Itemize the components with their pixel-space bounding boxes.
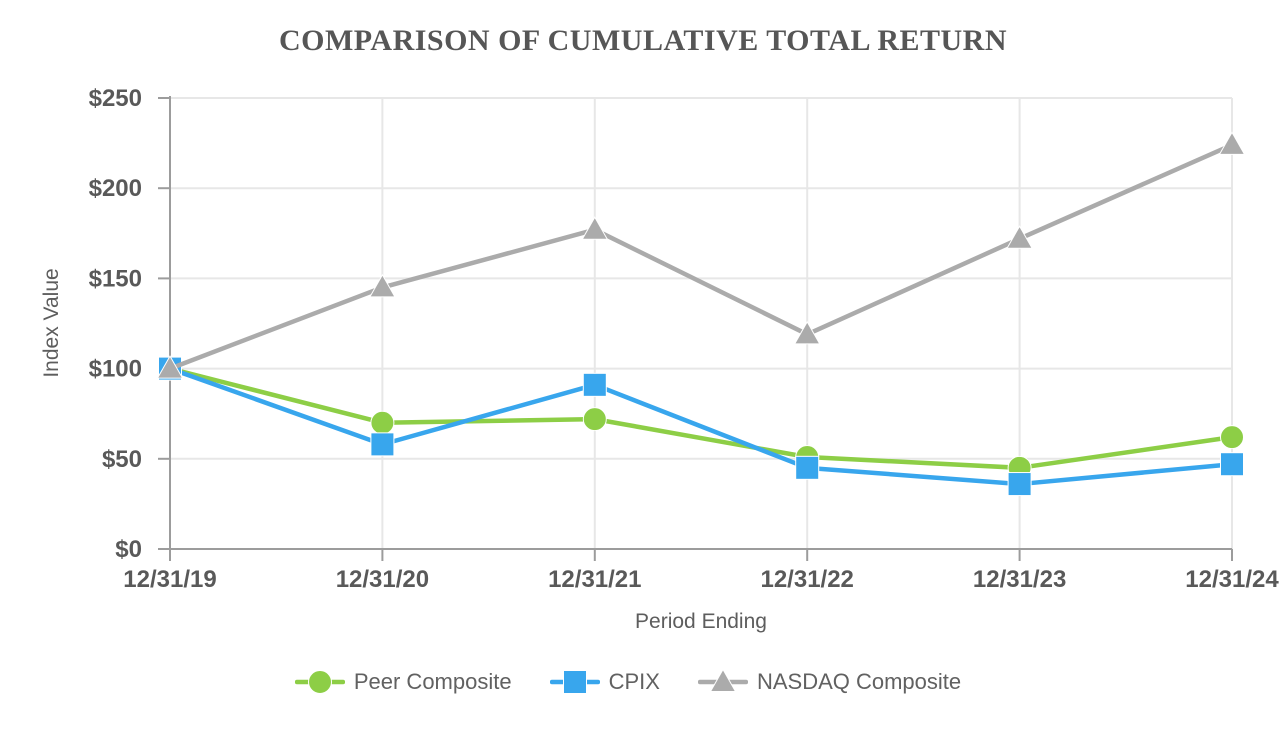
legend-label: CPIX — [608, 669, 660, 694]
x-tick-label: 12/31/19 — [123, 566, 216, 593]
series-line — [167, 142, 1235, 371]
series-cpix — [158, 356, 1244, 497]
chart-title: COMPARISON OF CUMULATIVE TOTAL RETURN — [278, 24, 1007, 57]
series-nasdaq-composite — [156, 131, 1246, 379]
series-line — [167, 366, 1235, 487]
y-axis-title: Index Value — [40, 268, 63, 377]
triangle-marker — [1006, 225, 1033, 249]
triangle-marker — [709, 668, 737, 692]
circle-marker-icon — [294, 670, 345, 694]
circle-marker — [370, 410, 395, 435]
legend-item-nasdaq-composite: NASDAQ Composite — [697, 668, 962, 696]
data-series — [156, 131, 1246, 497]
triangle-marker — [793, 320, 821, 345]
triangle-marker — [369, 273, 396, 298]
x-tick-label: 12/31/20 — [336, 566, 429, 593]
x-axis-title: Period Ending — [635, 610, 767, 633]
x-tick-label: 12/31/24 — [1185, 566, 1279, 593]
y-tick-label: $100 — [89, 356, 142, 383]
x-tick-label: 12/31/23 — [973, 566, 1066, 593]
circle-marker — [307, 670, 332, 694]
chart-legend: Peer Composite CPIX NASDAQ Composite — [0, 668, 1256, 696]
y-tick-label: $50 — [102, 446, 142, 473]
circle-marker — [582, 407, 607, 432]
square-marker — [562, 670, 587, 694]
x-tick-label: 12/31/22 — [760, 566, 853, 593]
y-tick-label: $150 — [89, 265, 142, 292]
legend-item-peer-composite: Peer Composite — [294, 668, 512, 696]
series-line — [167, 366, 1235, 471]
x-tick-label: 12/31/21 — [548, 566, 641, 593]
square-marker — [1007, 472, 1032, 497]
legend-item-cpix: CPIX — [549, 668, 660, 696]
triangle-marker — [156, 355, 184, 379]
triangle-marker-icon — [697, 668, 748, 692]
square-marker — [582, 372, 607, 397]
square-marker — [370, 432, 395, 457]
axes — [158, 96, 1233, 561]
square-marker — [795, 455, 820, 480]
y-tick-label: $0 — [115, 536, 142, 563]
legend-label: Peer Composite — [353, 669, 512, 694]
legend-label: NASDAQ Composite — [756, 669, 962, 694]
square-marker-icon — [549, 670, 600, 694]
circle-marker — [1220, 425, 1244, 450]
series-peer-composite — [158, 356, 1244, 480]
triangle-marker — [581, 216, 609, 240]
y-tick-label: $250 — [89, 85, 142, 112]
y-tick-label: $200 — [89, 175, 142, 202]
square-marker — [1220, 452, 1244, 477]
triangle-marker — [1218, 131, 1246, 155]
tick-labels: $0 $50 $100 $150 $200 $250 12/31/19 12/31/20 12/… — [89, 85, 1280, 593]
